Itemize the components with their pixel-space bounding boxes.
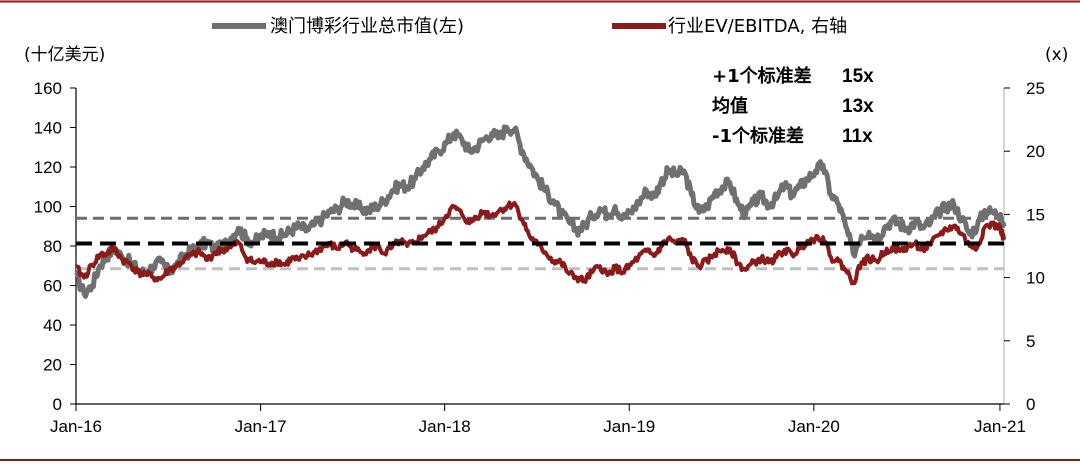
left-axis-tick-label: 140 bbox=[34, 119, 62, 138]
x-axis-tick-label: Jan-19 bbox=[603, 417, 655, 436]
left-axis-tick-label: 20 bbox=[43, 356, 62, 375]
annotation-mean-label: 均值 bbox=[712, 95, 748, 117]
annotation-minus-1-sd-value: 11x bbox=[842, 126, 873, 147]
x-axis-tick-label: Jan-20 bbox=[788, 417, 840, 436]
annotation-minus-1-sd-label: -1个标准差 bbox=[712, 125, 804, 147]
x-axis-tick-label: Jan-16 bbox=[50, 417, 102, 436]
x-axis-tick-label: Jan-21 bbox=[974, 417, 1026, 436]
legend-label-ev-ebitda: 行业EV/EBITDA, 右轴 bbox=[668, 16, 847, 37]
legend-label-market-cap: 澳门博彩行业总市值(左) bbox=[270, 16, 464, 37]
legend: 澳门博彩行业总市值(左) 行业EV/EBITDA, 右轴 bbox=[212, 16, 847, 37]
right-axis-unit-label: (x) bbox=[1045, 45, 1068, 65]
right-axis-tick-label: 15 bbox=[1026, 205, 1045, 224]
annotation-mean-value: 13x bbox=[842, 96, 874, 117]
x-axis-ticks: Jan-16 Jan-17 Jan-18 Jan-19 Jan-20 Jan-21 bbox=[50, 404, 1026, 436]
right-axis-ticks: 0 5 10 15 20 25 bbox=[1004, 79, 1045, 414]
right-axis-tick-label: 10 bbox=[1026, 269, 1045, 288]
x-axis-tick-label: Jan-18 bbox=[419, 417, 471, 436]
annotation-plus-1-sd-value: 15x bbox=[842, 66, 874, 87]
right-axis-tick-label: 5 bbox=[1026, 332, 1035, 351]
right-axis-tick-label: 25 bbox=[1026, 79, 1045, 98]
x-axis-tick-label: Jan-17 bbox=[235, 417, 287, 436]
left-axis-tick-label: 0 bbox=[53, 395, 62, 414]
right-axis-tick-label: 20 bbox=[1026, 142, 1045, 161]
left-axis-ticks: 0 20 40 60 80 100 120 140 160 bbox=[34, 79, 76, 414]
left-axis-unit-label: (十亿美元) bbox=[24, 45, 105, 65]
left-axis-tick-label: 40 bbox=[43, 316, 62, 335]
right-axis-tick-label: 0 bbox=[1026, 395, 1035, 414]
left-axis-tick-label: 60 bbox=[43, 277, 62, 296]
market-cap-series-line bbox=[74, 124, 1007, 299]
left-axis-tick-label: 120 bbox=[34, 158, 62, 177]
annotation-plus-1-sd-label: +1个标准差 bbox=[712, 65, 812, 87]
left-axis-tick-label: 100 bbox=[34, 198, 62, 217]
left-axis-tick-label: 160 bbox=[34, 79, 62, 98]
sd-annotation-box: +1个标准差 15x 均值 13x -1个标准差 11x bbox=[712, 65, 874, 147]
left-axis-tick-label: 80 bbox=[43, 237, 62, 256]
